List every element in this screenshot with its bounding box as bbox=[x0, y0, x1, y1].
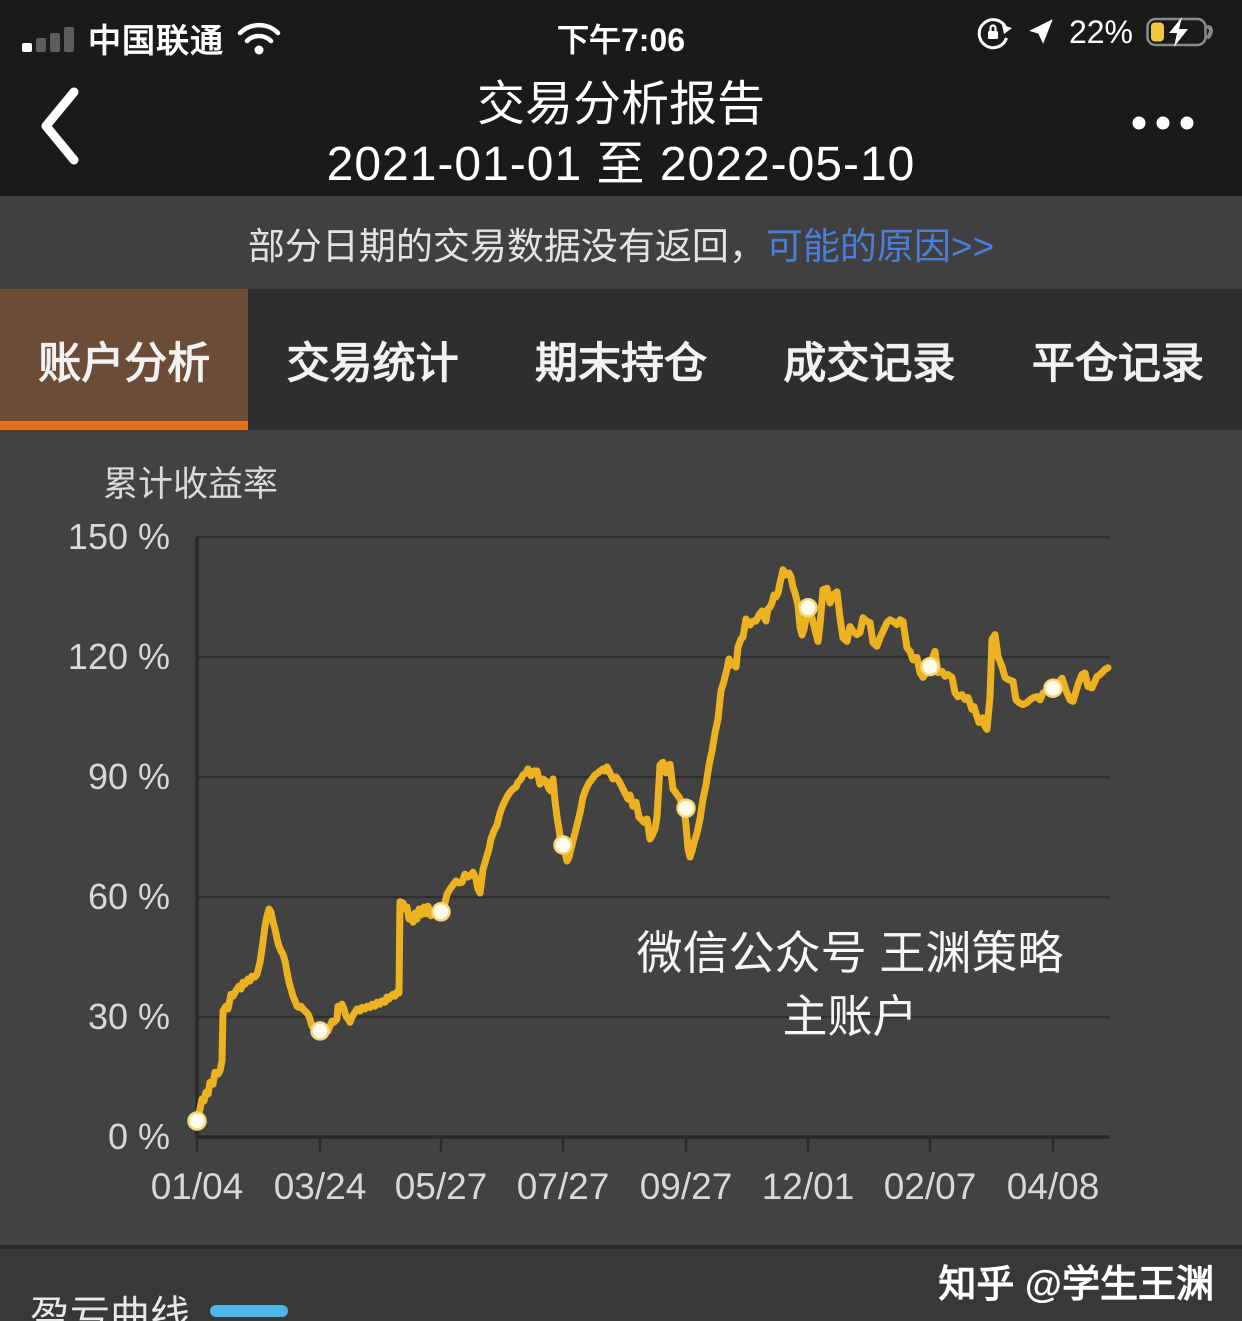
profit-loss-legend-line bbox=[210, 1305, 288, 1317]
tab-label: 期末持仓 bbox=[535, 339, 708, 388]
signal-strength-icon bbox=[22, 27, 74, 52]
chart-title: 累计收益率 bbox=[103, 465, 279, 504]
tab-label: 成交记录 bbox=[783, 339, 956, 388]
page-title: 交易分析报告 bbox=[476, 78, 765, 131]
svg-text:30 %: 30 % bbox=[88, 996, 170, 1037]
watermark: 微信公众号 王渊策略 主账户 bbox=[600, 924, 1100, 1046]
cumulative-return-chart-panel: 累计收益率 150 % 120 % 90 % 60 % 30 % 0 % 01/04 03/2… bbox=[0, 430, 1242, 1245]
rotation-lock-icon bbox=[977, 18, 1012, 50]
watermark-line1: 微信公众号 王渊策略 bbox=[636, 927, 1064, 979]
carrier-label: 中国联通 bbox=[88, 22, 224, 59]
active-tab-underline bbox=[0, 421, 249, 430]
tab-deal-records[interactable]: 成交记录 bbox=[745, 289, 993, 430]
svg-text:0 %: 0 % bbox=[108, 1116, 170, 1157]
status-right: 22% bbox=[973, 12, 1222, 52]
svg-text:90 %: 90 % bbox=[88, 756, 170, 797]
back-button[interactable] bbox=[38, 86, 82, 166]
svg-text:05/27: 05/27 bbox=[395, 1166, 488, 1207]
date-range-subtitle: 2021-01-01 至 2022-05-10 bbox=[326, 138, 916, 191]
tab-label: 账户分析 bbox=[38, 339, 211, 388]
profit-loss-title: 盈亏曲线 bbox=[30, 1294, 190, 1321]
svg-text:01/04: 01/04 bbox=[151, 1166, 244, 1207]
tab-ending-positions[interactable]: 期末持仓 bbox=[497, 289, 745, 430]
svg-text:60 %: 60 % bbox=[88, 876, 170, 917]
notice-bar: 部分日期的交易数据没有返回， 可能的原因>> bbox=[0, 196, 1242, 289]
svg-text:09/27: 09/27 bbox=[640, 1166, 733, 1207]
wifi-icon bbox=[237, 22, 281, 55]
svg-text:12/01: 12/01 bbox=[762, 1166, 855, 1207]
svg-text:120 %: 120 % bbox=[68, 636, 170, 677]
tab-account-analysis[interactable]: 账户分析 bbox=[0, 289, 249, 430]
tab-label: 交易统计 bbox=[286, 339, 459, 388]
clock-label: 下午7:06 bbox=[556, 22, 686, 58]
svg-text:03/24: 03/24 bbox=[274, 1166, 367, 1207]
tab-bar: 账户分析 交易统计 期末持仓 成交记录 平仓记录 bbox=[0, 289, 1242, 430]
more-menu-button[interactable] bbox=[1130, 112, 1196, 134]
svg-text:02/07: 02/07 bbox=[884, 1166, 977, 1207]
notice-text: 部分日期的交易数据没有返回， bbox=[247, 225, 766, 267]
location-arrow-icon bbox=[1029, 19, 1053, 44]
zhihu-watermark: 知乎 @学生王渊 bbox=[938, 1264, 1214, 1306]
svg-text:04/08: 04/08 bbox=[1007, 1166, 1100, 1207]
status-bar: 中国联通 下午7:06 22% bbox=[0, 0, 1242, 62]
status-left: 中国联通 bbox=[22, 14, 282, 62]
tab-trade-statistics[interactable]: 交易统计 bbox=[248, 289, 496, 430]
svg-text:07/27: 07/27 bbox=[517, 1166, 610, 1207]
profit-loss-section: 知乎 @学生王渊 盈亏曲线 bbox=[0, 1245, 1242, 1321]
chart-svg: 150 % 120 % 90 % 60 % 30 % 0 % 01/04 03/24 05/27… bbox=[68, 516, 1112, 1207]
notice-reason-link[interactable]: 可能的原因>> bbox=[765, 225, 995, 267]
tab-label: 平仓记录 bbox=[1031, 339, 1204, 388]
svg-text:150 %: 150 % bbox=[68, 516, 170, 557]
header: 交易分析报告 2021-01-01 至 2022-05-10 bbox=[0, 62, 1242, 196]
tab-close-records[interactable]: 平仓记录 bbox=[994, 289, 1242, 430]
battery-icon bbox=[1146, 17, 1213, 47]
watermark-line2: 主账户 bbox=[782, 991, 918, 1042]
battery-percent-label: 22% bbox=[1068, 13, 1133, 50]
